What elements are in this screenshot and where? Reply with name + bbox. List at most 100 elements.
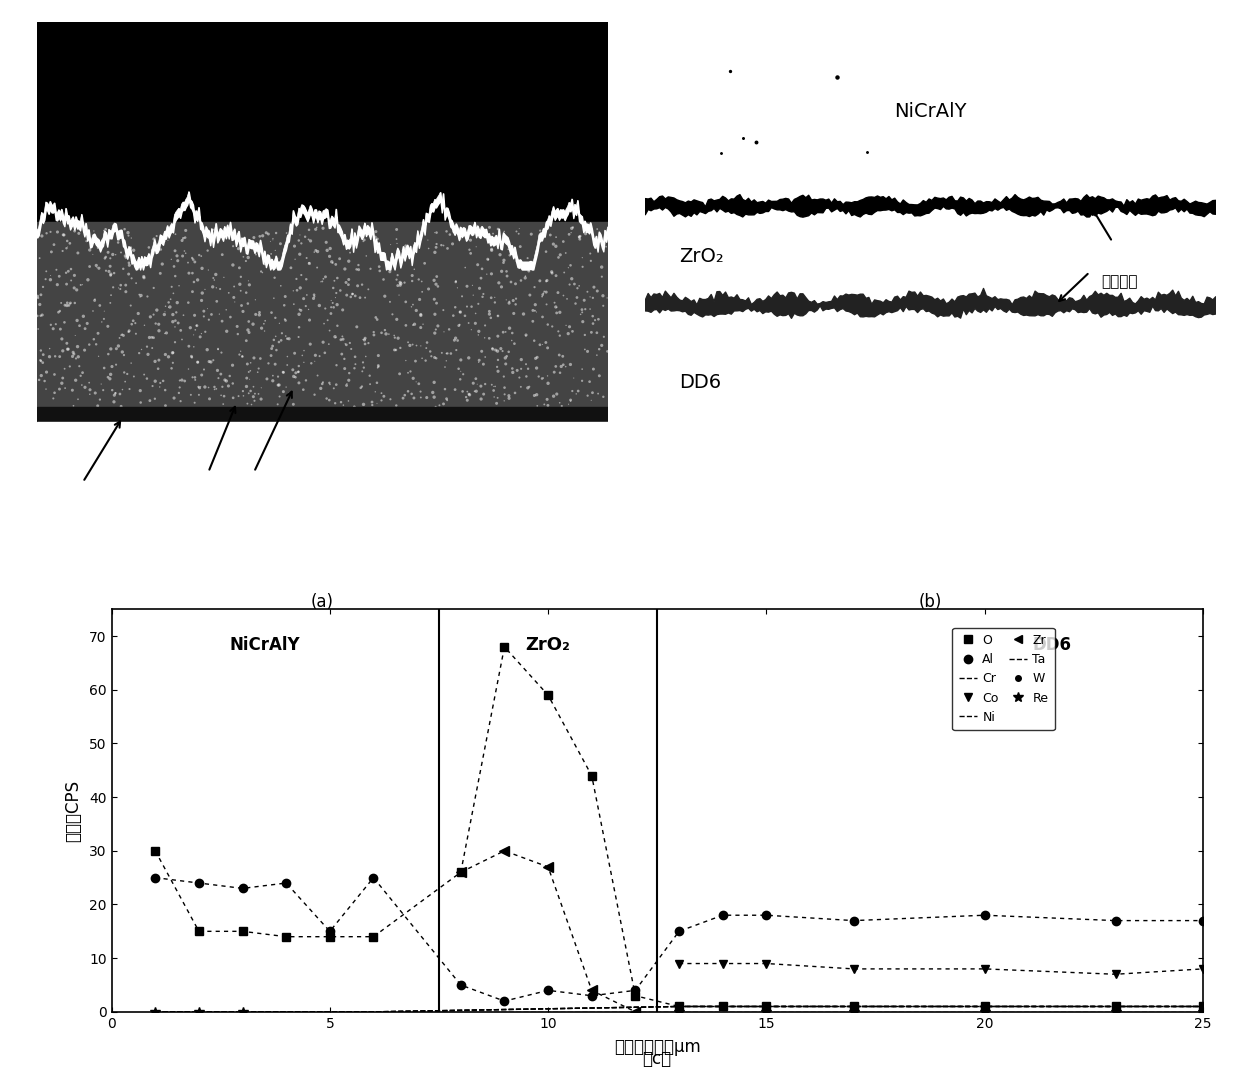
Point	[532, 370, 552, 387]
Point	[564, 275, 584, 293]
Point	[458, 277, 477, 295]
Point	[556, 245, 575, 262]
Point	[341, 341, 361, 358]
Point	[166, 304, 186, 321]
Point	[412, 283, 432, 300]
Point	[505, 244, 525, 261]
Point	[332, 301, 352, 319]
Point	[450, 230, 470, 247]
Point	[265, 309, 285, 326]
Point	[284, 296, 304, 313]
Point	[404, 316, 424, 333]
Point	[575, 223, 595, 240]
Point	[208, 341, 228, 358]
Point	[98, 318, 118, 335]
Point	[355, 232, 374, 249]
Point	[440, 226, 460, 244]
Point	[562, 220, 582, 237]
Point	[262, 304, 281, 321]
Point	[155, 233, 175, 250]
Point	[588, 385, 608, 403]
Point	[427, 295, 446, 312]
Point	[254, 322, 274, 339]
Point	[290, 246, 310, 263]
Point	[445, 381, 465, 398]
Point	[549, 394, 569, 411]
Point	[211, 386, 231, 404]
Point	[134, 366, 154, 383]
Point	[108, 234, 128, 251]
Point	[249, 360, 269, 378]
Point	[464, 286, 484, 304]
Point	[31, 353, 51, 370]
Point	[296, 286, 316, 304]
Point	[162, 306, 182, 323]
Point	[316, 390, 336, 407]
Point	[217, 322, 237, 339]
Point	[310, 347, 330, 364]
Point	[233, 248, 253, 265]
Point	[67, 312, 87, 330]
Point	[55, 360, 74, 378]
Point	[367, 231, 387, 248]
Point	[458, 383, 477, 400]
Point	[461, 219, 481, 236]
Point	[248, 363, 268, 381]
Point	[274, 383, 294, 400]
Point	[275, 288, 295, 306]
Point	[165, 312, 185, 330]
Point	[238, 272, 258, 289]
Point	[410, 306, 430, 323]
Point	[528, 368, 548, 385]
Point	[553, 356, 573, 373]
Point	[585, 311, 605, 329]
Point	[393, 390, 413, 407]
Point	[290, 300, 310, 318]
Point	[112, 244, 131, 261]
Text: 8:37:15 AM  A+B  5,000 x 25.00 kV 10.2 mm: 8:37:15 AM A+B 5,000 x 25.00 kV 10.2 mm	[43, 562, 213, 571]
Point	[423, 384, 443, 401]
Point	[165, 318, 185, 335]
Point	[62, 382, 82, 399]
Point	[30, 371, 50, 388]
Point	[503, 305, 523, 322]
Point	[113, 325, 133, 343]
Point	[172, 232, 192, 249]
Point	[438, 392, 458, 409]
Point	[83, 302, 103, 320]
Point	[265, 356, 285, 373]
Point	[451, 220, 471, 237]
Point	[381, 236, 401, 254]
Point	[414, 255, 434, 272]
Point	[87, 257, 107, 274]
Point	[312, 273, 332, 290]
Point	[559, 318, 579, 335]
Point	[289, 357, 309, 374]
Point	[589, 310, 609, 327]
Point	[495, 223, 515, 240]
Point	[241, 362, 260, 380]
Point	[229, 275, 249, 293]
Point	[424, 290, 444, 308]
Point	[190, 246, 210, 263]
Point	[553, 287, 573, 305]
Point	[182, 249, 202, 267]
Point	[325, 272, 345, 289]
Point	[192, 292, 212, 309]
Point	[41, 244, 61, 261]
Point	[403, 296, 423, 313]
Point	[215, 387, 234, 405]
Point	[527, 348, 547, 366]
Point	[444, 223, 464, 240]
Point	[340, 334, 360, 351]
Point	[197, 242, 217, 259]
Point	[53, 369, 73, 386]
Point	[301, 355, 321, 372]
Point	[583, 314, 603, 332]
Point	[326, 256, 346, 273]
Point	[484, 378, 503, 395]
Point	[560, 392, 580, 409]
Point	[345, 398, 365, 416]
Point	[500, 320, 520, 337]
Point	[340, 364, 360, 382]
